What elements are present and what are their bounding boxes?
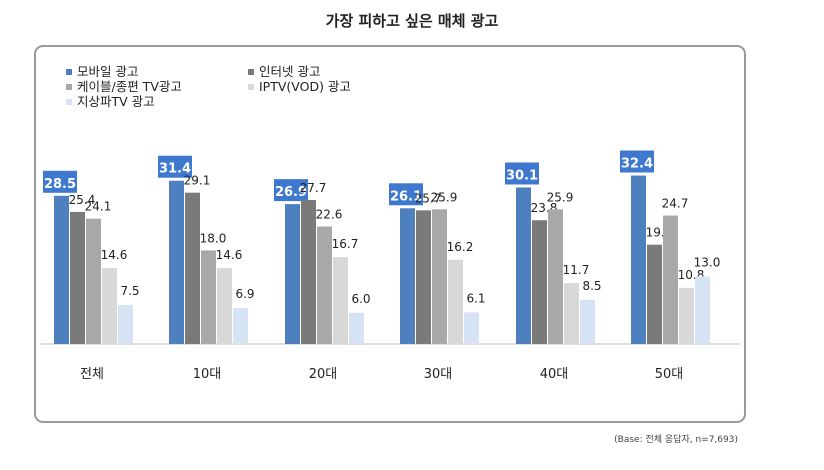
bar-5-0: [631, 175, 646, 344]
bar-4-2: [548, 209, 563, 344]
legend-item-iptv: IPTV(VOD) 광고: [248, 79, 351, 94]
value-label-3-0: 26.1: [390, 189, 422, 204]
value-label-3-2: 25.9: [431, 190, 458, 204]
value-label-box-4: [505, 162, 539, 185]
value-label-0-3: 14.6: [101, 248, 128, 262]
legend-item-internet: 인터넷 광고: [248, 64, 320, 79]
x-tick-label-5: 50대: [655, 367, 684, 382]
value-label-2-3: 16.7: [332, 237, 359, 251]
bar-2-3: [333, 257, 348, 344]
bar-2-0: [285, 204, 300, 344]
x-tick-label-1: 10대: [193, 367, 222, 382]
value-label-5-2: 24.7: [662, 197, 689, 211]
value-label-box-3: [389, 183, 423, 206]
bar-3-0: [400, 208, 415, 344]
bar-3-1: [416, 210, 431, 344]
legend-swatch-mobile: [66, 68, 72, 75]
value-label-0-4: 7.5: [120, 284, 139, 298]
value-label-4-2: 25.9: [547, 190, 574, 204]
legend-swatch-iptv: [248, 83, 254, 90]
bar-4-1: [532, 220, 547, 344]
legend-label-terrestrial: 지상파TV 광고: [77, 94, 155, 109]
bar-1-2: [201, 250, 216, 344]
bar-2-2: [317, 226, 332, 344]
value-label-box-5: [620, 150, 654, 173]
legend: 모바일 광고 인터넷 광고 케이블/종편 TV광고 IPTV(VOD) 광고 지상파…: [66, 64, 351, 109]
value-label-3-3: 16.2: [447, 240, 474, 254]
bar-2-1: [301, 199, 316, 344]
value-label-2-1: 27.7: [300, 181, 327, 195]
value-label-box-1: [158, 155, 192, 178]
bar-5-4: [695, 276, 710, 344]
value-label-5-0: 32.4: [621, 157, 653, 172]
legend-label-cable: 케이블/종편 TV광고: [77, 79, 182, 94]
bar-5-3: [679, 287, 694, 344]
value-label-0-0: 28.5: [44, 177, 76, 192]
legend-label-iptv: IPTV(VOD) 광고: [259, 79, 351, 94]
value-label-2-0: 26.9: [275, 185, 307, 200]
value-label-4-0: 30.1: [506, 168, 538, 183]
bar-5-1: [647, 244, 662, 344]
bar-2-4: [349, 312, 364, 344]
bar-4-3: [564, 283, 579, 344]
value-label-5-4: 13.0: [694, 255, 721, 269]
bar-1-1: [185, 192, 200, 344]
base-note: (Base: 전체 응답자, n=7,693): [614, 435, 738, 445]
value-label-3-4: 6.1: [466, 291, 485, 305]
value-label-4-4: 8.5: [582, 279, 601, 293]
legend-item-mobile: 모바일 광고: [66, 64, 248, 79]
bar-4-4: [580, 299, 595, 344]
bar-0-4: [118, 305, 133, 344]
value-label-3-1: 25.7: [415, 191, 442, 205]
bar-4-0: [516, 187, 531, 344]
value-label-2-2: 22.6: [316, 207, 343, 221]
legend-label-mobile: 모바일 광고: [77, 64, 139, 79]
bar-5-2: [663, 215, 678, 344]
bar-1-3: [217, 268, 232, 344]
legend-swatch-terrestrial: [66, 98, 72, 105]
x-tick-label-4: 40대: [540, 367, 569, 382]
chart-title: 가장 피하고 싶은 매체 광고: [325, 12, 499, 30]
bar-3-4: [464, 312, 479, 344]
bar-3-3: [448, 259, 463, 344]
legend-swatch-cable: [66, 83, 72, 90]
value-label-1-0: 31.4: [159, 162, 191, 177]
value-label-4-3: 11.7: [563, 263, 590, 277]
chart-frame: [34, 45, 746, 423]
legend-swatch-internet: [248, 68, 254, 75]
legend-item-terrestrial: 지상파TV 광고: [66, 94, 155, 109]
bar-0-3: [102, 268, 117, 344]
x-tick-label-0: 전체: [80, 367, 104, 382]
bar-1-0: [169, 180, 184, 344]
value-label-box-2: [274, 179, 308, 202]
value-label-box-0: [43, 170, 77, 193]
value-label-2-4: 6.0: [351, 292, 370, 306]
x-tick-label-2: 20대: [309, 367, 338, 382]
value-label-1-3: 14.6: [216, 248, 243, 262]
bar-0-2: [86, 218, 101, 344]
value-label-1-1: 29.1: [184, 174, 211, 188]
value-label-0-2: 24.1: [85, 200, 112, 214]
value-label-0-1: 25.4: [69, 193, 96, 207]
legend-label-internet: 인터넷 광고: [259, 64, 321, 79]
x-tick-label-3: 30대: [424, 367, 453, 382]
bar-3-2: [432, 209, 447, 344]
bar-1-4: [233, 308, 248, 344]
value-label-1-2: 18.0: [200, 231, 227, 245]
bar-0-1: [70, 211, 85, 344]
bar-0-0: [54, 195, 69, 344]
value-label-1-4: 6.9: [235, 287, 254, 301]
legend-item-cable: 케이블/종편 TV광고: [66, 79, 248, 94]
